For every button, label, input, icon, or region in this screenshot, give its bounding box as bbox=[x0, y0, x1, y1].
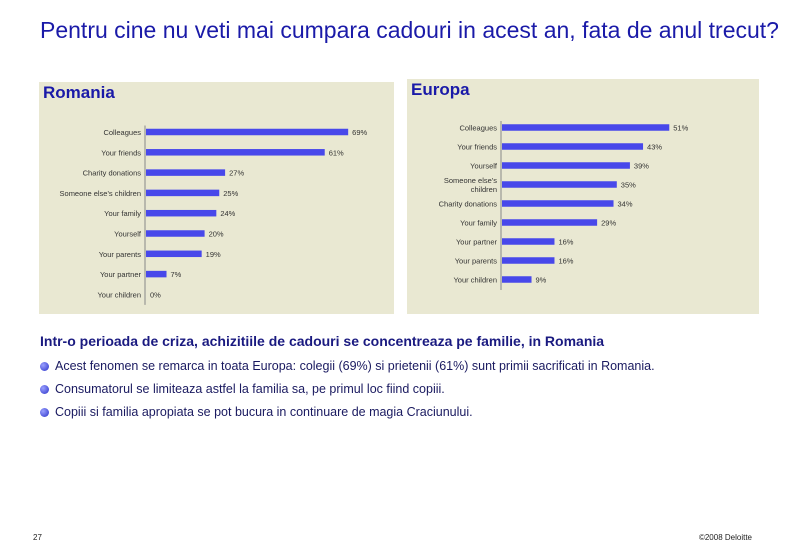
category-label: Your children bbox=[453, 276, 497, 285]
bullet-text: Copiii si familia apropiata se pot bucur… bbox=[55, 405, 473, 419]
bar bbox=[146, 128, 349, 136]
slide-title: Pentru cine nu veti mai cumpara cadouri … bbox=[40, 17, 779, 43]
bar bbox=[146, 189, 220, 197]
value-label: 0% bbox=[150, 290, 161, 299]
copyright-notice: ©2008 Deloitte bbox=[698, 533, 752, 542]
category-label: Colleagues bbox=[103, 128, 141, 137]
bullet-item: Copiii si familia apropiata se pot bucur… bbox=[40, 405, 655, 428]
bar bbox=[146, 149, 325, 156]
category-label: Yourself bbox=[114, 230, 142, 239]
bullet-list: Acest fenomen se remarca in toata Europa… bbox=[40, 359, 655, 428]
value-label: 16% bbox=[558, 257, 573, 266]
value-label: 39% bbox=[634, 162, 649, 171]
bar bbox=[146, 230, 205, 237]
bar bbox=[146, 270, 167, 278]
category-label: Your parents bbox=[455, 257, 498, 266]
category-label: Your friends bbox=[457, 143, 497, 152]
value-label: 69% bbox=[352, 128, 367, 137]
category-label: Charity donations bbox=[439, 200, 498, 209]
page-number: 27 bbox=[33, 533, 42, 542]
category-label: Someone else's children bbox=[60, 189, 141, 198]
summary-heading: Intr-o perioada de criza, achizitiile de… bbox=[40, 333, 605, 349]
bar bbox=[502, 276, 532, 283]
bullet-text: Acest fenomen se remarca in toata Europa… bbox=[55, 359, 655, 373]
category-label: Your parents bbox=[99, 250, 142, 259]
value-label: 43% bbox=[647, 143, 662, 152]
category-label: children bbox=[471, 185, 497, 194]
value-label: 27% bbox=[229, 169, 244, 178]
category-label: Colleagues bbox=[459, 124, 497, 133]
romania-chart-panel: Romania Colleagues 69% Your friends 61% Char… bbox=[39, 82, 394, 314]
value-label: 29% bbox=[601, 219, 616, 228]
value-label: 61% bbox=[329, 148, 344, 157]
value-label: 7% bbox=[171, 270, 182, 279]
category-label: Your partner bbox=[456, 238, 498, 247]
bullet-item: Consumatorul se limiteaza astfel la fami… bbox=[40, 382, 655, 405]
category-label: Your family bbox=[104, 209, 141, 218]
category-label: Your partner bbox=[100, 270, 142, 279]
category-label: Your friends bbox=[101, 148, 141, 157]
value-label: 24% bbox=[220, 209, 235, 218]
value-label: 51% bbox=[673, 124, 688, 133]
bullet-dot-icon bbox=[40, 362, 49, 371]
bar bbox=[502, 162, 630, 169]
value-label: 35% bbox=[621, 181, 636, 190]
europa-bar-chart: Colleagues 51% Your friends 43% Yourself 39% S… bbox=[439, 121, 689, 290]
category-label: Your children bbox=[97, 290, 141, 299]
romania-chart-title: Romania bbox=[43, 83, 115, 102]
europa-chart-title: Europa bbox=[411, 80, 470, 99]
category-label: Charity donations bbox=[83, 169, 142, 178]
value-label: 34% bbox=[618, 200, 633, 209]
bullet-dot-icon bbox=[40, 408, 49, 417]
bar bbox=[502, 200, 614, 207]
bar bbox=[146, 250, 202, 258]
bullet-text: Consumatorul se limiteaza astfel la fami… bbox=[55, 382, 445, 396]
romania-bar-chart: Colleagues 69% Your friends 61% Charity dona… bbox=[60, 125, 368, 305]
europa-chart-panel: Europa Colleagues 51% Your friends 43% Yours… bbox=[407, 79, 759, 314]
value-label: 20% bbox=[209, 230, 224, 239]
bar bbox=[502, 257, 555, 264]
bar bbox=[146, 209, 217, 217]
bar bbox=[502, 124, 670, 131]
value-label: 9% bbox=[536, 276, 547, 285]
category-label: Your family bbox=[460, 219, 497, 228]
bar bbox=[146, 169, 226, 176]
category-label: Someone else's bbox=[444, 176, 497, 185]
bar bbox=[502, 143, 644, 150]
bar bbox=[502, 181, 617, 188]
bar bbox=[502, 238, 555, 245]
bar bbox=[502, 219, 598, 226]
bullet-item: Acest fenomen se remarca in toata Europa… bbox=[40, 359, 655, 382]
category-label: Yourself bbox=[470, 162, 498, 171]
value-label: 25% bbox=[223, 189, 238, 198]
value-label: 16% bbox=[558, 238, 573, 247]
bullet-dot-icon bbox=[40, 385, 49, 394]
value-label: 19% bbox=[206, 250, 221, 259]
